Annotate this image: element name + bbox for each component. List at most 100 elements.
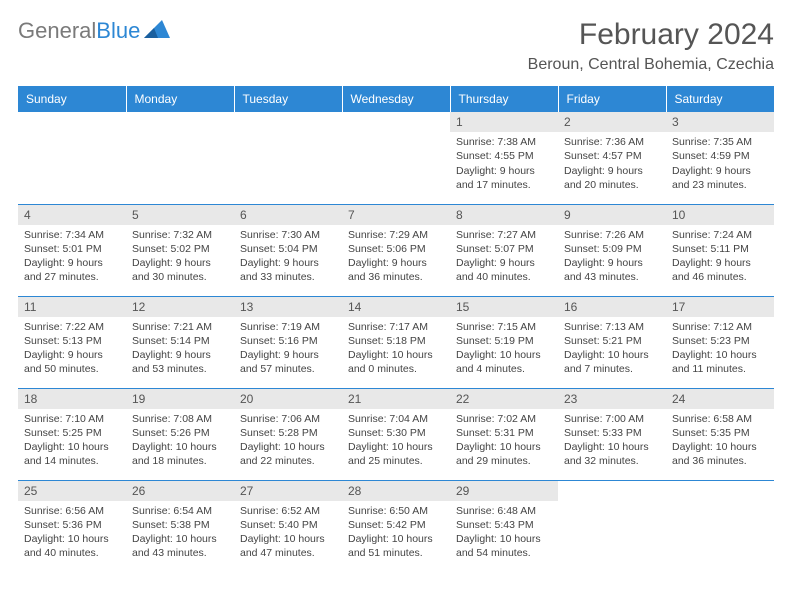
sunset-text: Sunset: 5:13 PM <box>24 334 120 348</box>
daylight-text: Daylight: 10 hours and 40 minutes. <box>24 532 120 560</box>
day-number: 10 <box>666 205 774 225</box>
day-number: 4 <box>18 205 126 225</box>
sunrise-text: Sunrise: 7:10 AM <box>24 412 120 426</box>
day-number: 18 <box>18 389 126 409</box>
day-number: 20 <box>234 389 342 409</box>
daylight-text: Daylight: 10 hours and 32 minutes. <box>564 440 660 468</box>
sunset-text: Sunset: 5:35 PM <box>672 426 768 440</box>
sunset-text: Sunset: 5:33 PM <box>564 426 660 440</box>
day-number: 26 <box>126 481 234 501</box>
calendar-day-cell: 2Sunrise: 7:36 AMSunset: 4:57 PMDaylight… <box>558 112 666 204</box>
logo-triangle-icon <box>144 18 170 44</box>
daylight-text: Daylight: 9 hours and 36 minutes. <box>348 256 444 284</box>
day-number: 16 <box>558 297 666 317</box>
day-number: 25 <box>18 481 126 501</box>
calendar-week-row: 4Sunrise: 7:34 AMSunset: 5:01 PMDaylight… <box>18 204 774 296</box>
sunrise-text: Sunrise: 6:56 AM <box>24 504 120 518</box>
sunrise-text: Sunrise: 7:35 AM <box>672 135 768 149</box>
calendar-table: SundayMondayTuesdayWednesdayThursdayFrid… <box>18 86 774 572</box>
calendar-day-cell: 20Sunrise: 7:06 AMSunset: 5:28 PMDayligh… <box>234 388 342 480</box>
day-number: 11 <box>18 297 126 317</box>
day-number: 5 <box>126 205 234 225</box>
day-number: 29 <box>450 481 558 501</box>
sunset-text: Sunset: 5:16 PM <box>240 334 336 348</box>
daylight-text: Daylight: 9 hours and 30 minutes. <box>132 256 228 284</box>
day-number: 15 <box>450 297 558 317</box>
sunset-text: Sunset: 5:06 PM <box>348 242 444 256</box>
logo: GeneralBlue <box>18 18 170 44</box>
page-header: GeneralBlue February 2024 Beroun, Centra… <box>18 18 774 74</box>
daylight-text: Daylight: 10 hours and 0 minutes. <box>348 348 444 376</box>
calendar-day-cell: 29Sunrise: 6:48 AMSunset: 5:43 PMDayligh… <box>450 480 558 572</box>
calendar-day-cell: 22Sunrise: 7:02 AMSunset: 5:31 PMDayligh… <box>450 388 558 480</box>
calendar-day-cell: 3Sunrise: 7:35 AMSunset: 4:59 PMDaylight… <box>666 112 774 204</box>
daylight-text: Daylight: 10 hours and 14 minutes. <box>24 440 120 468</box>
calendar-day-cell: 19Sunrise: 7:08 AMSunset: 5:26 PMDayligh… <box>126 388 234 480</box>
calendar-day-cell <box>234 112 342 204</box>
daylight-text: Daylight: 10 hours and 25 minutes. <box>348 440 444 468</box>
sunset-text: Sunset: 5:09 PM <box>564 242 660 256</box>
sunset-text: Sunset: 5:31 PM <box>456 426 552 440</box>
calendar-day-cell: 26 Sunrise: 6:54 AMSunset: 5:38 PMDayligh… <box>126 480 234 572</box>
sunrise-text: Sunrise: 7:04 AM <box>348 412 444 426</box>
sunrise-text: Sunrise: 7:36 AM <box>564 135 660 149</box>
sunset-text: Sunset: 4:57 PM <box>564 149 660 163</box>
day-number: 14 <box>342 297 450 317</box>
calendar-day-cell: 21Sunrise: 7:04 AMSunset: 5:30 PMDayligh… <box>342 388 450 480</box>
daylight-text: Daylight: 10 hours and 7 minutes. <box>564 348 660 376</box>
sunrise-text: Sunrise: 7:22 AM <box>24 320 120 334</box>
sunset-text: Sunset: 4:55 PM <box>456 149 552 163</box>
sunrise-text: Sunrise: 7:38 AM <box>456 135 552 149</box>
calendar-day-cell <box>126 112 234 204</box>
calendar-day-cell <box>18 112 126 204</box>
day-number: 2 <box>558 112 666 132</box>
sunset-text: Sunset: 5:43 PM <box>456 518 552 532</box>
sunrise-text: Sunrise: 7:13 AM <box>564 320 660 334</box>
sunrise-text: Sunrise: 7:00 AM <box>564 412 660 426</box>
day-number: 24 <box>666 389 774 409</box>
sunset-text: Sunset: 5:18 PM <box>348 334 444 348</box>
daylight-text: Daylight: 10 hours and 36 minutes. <box>672 440 768 468</box>
sunset-text: Sunset: 5:26 PM <box>132 426 228 440</box>
calendar-day-cell: 14 Sunrise: 7:17 AMSunset: 5:18 PMDayligh… <box>342 296 450 388</box>
sunset-text: Sunset: 5:19 PM <box>456 334 552 348</box>
calendar-day-cell <box>666 480 774 572</box>
sunrise-text: Sunrise: 6:48 AM <box>456 504 552 518</box>
sunset-text: Sunset: 5:04 PM <box>240 242 336 256</box>
daylight-text: Daylight: 10 hours and 18 minutes. <box>132 440 228 468</box>
calendar-day-cell: 15Sunrise: 7:15 AMSunset: 5:19 PMDayligh… <box>450 296 558 388</box>
sunrise-text: Sunrise: 6:54 AM <box>132 504 228 518</box>
calendar-week-row: 25Sunrise: 6:56 AMSunset: 5:36 PMDayligh… <box>18 480 774 572</box>
sunrise-text: Sunrise: 6:50 AM <box>348 504 444 518</box>
calendar-day-cell: 11Sunrise: 7:22 AMSunset: 5:13 PMDayligh… <box>18 296 126 388</box>
calendar-day-cell: 1Sunrise: 7:38 AMSunset: 4:55 PMDaylight… <box>450 112 558 204</box>
sunrise-text: Sunrise: 7:12 AM <box>672 320 768 334</box>
calendar-header-row: SundayMondayTuesdayWednesdayThursdayFrid… <box>18 86 774 112</box>
sunrise-text: Sunrise: 7:19 AM <box>240 320 336 334</box>
calendar-day-cell: 10Sunrise: 7:24 AMSunset: 5:11 PMDayligh… <box>666 204 774 296</box>
calendar-day-cell: 16Sunrise: 7:13 AMSunset: 5:21 PMDayligh… <box>558 296 666 388</box>
weekday-header: Thursday <box>450 86 558 112</box>
day-number: 22 <box>450 389 558 409</box>
daylight-text: Daylight: 10 hours and 43 minutes. <box>132 532 228 560</box>
day-number: 27 <box>234 481 342 501</box>
daylight-text: Daylight: 10 hours and 51 minutes. <box>348 532 444 560</box>
daylight-text: Daylight: 10 hours and 47 minutes. <box>240 532 336 560</box>
calendar-day-cell <box>558 480 666 572</box>
calendar-week-row: 11 Sunrise: 7:22 AMSunset: 5:13 PM Dayligh… <box>18 296 774 388</box>
sunset-text: Sunset: 5:42 PM <box>348 518 444 532</box>
daylight-text: Daylight: 9 hours and 23 minutes. <box>672 164 768 192</box>
sunset-text: Sunset: 5:36 PM <box>24 518 120 532</box>
sunrise-text: Sunrise: 7:15 AM <box>456 320 552 334</box>
sunrise-text: Sunrise: 7:17 AM <box>348 320 444 334</box>
calendar-day-cell <box>342 112 450 204</box>
day-number: 9 <box>558 205 666 225</box>
daylight-text: Daylight: 9 hours and 53 minutes. <box>132 348 228 376</box>
sunrise-text: Sunrise: 7:21 AM <box>132 320 228 334</box>
calendar-day-cell: 28Sunrise: 6:50 AMSunset: 5:42 PMDayligh… <box>342 480 450 572</box>
calendar-day-cell: 12Sunrise: 7:21 AMSunset: 5:14 PMDayligh… <box>126 296 234 388</box>
daylight-text: Daylight: 9 hours and 40 minutes. <box>456 256 552 284</box>
day-number: 13 <box>234 297 342 317</box>
daylight-text: Daylight: 10 hours and 29 minutes. <box>456 440 552 468</box>
sunset-text: Sunset: 5:38 PM <box>132 518 228 532</box>
